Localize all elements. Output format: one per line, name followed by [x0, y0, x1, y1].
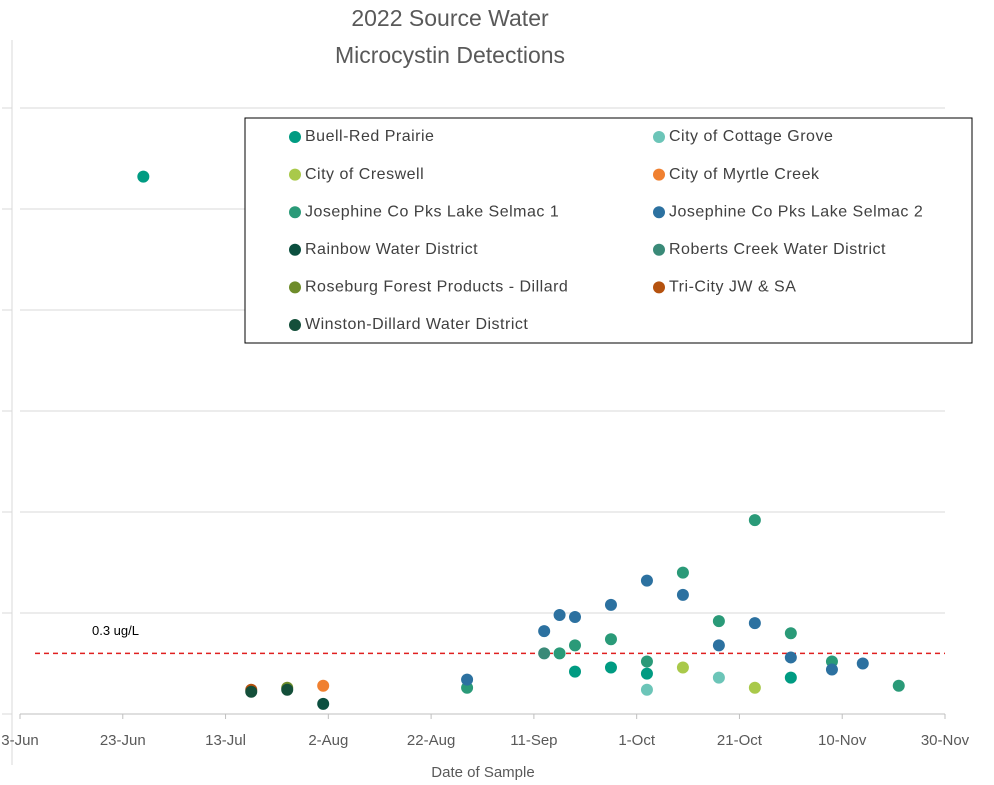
legend-marker [289, 243, 301, 256]
legend-label: Josephine Co Pks Lake Selmac 1 [305, 203, 559, 220]
data-point [712, 671, 725, 684]
legend-marker [653, 168, 665, 181]
legend-marker [653, 131, 665, 143]
legend-label: Roberts Creek Water District [669, 241, 886, 258]
data-point [856, 657, 869, 670]
data-point [604, 633, 617, 646]
chart-title: Microcystin Detections [335, 42, 565, 68]
x-tick-label: 30-Nov [921, 732, 970, 749]
data-point [569, 665, 581, 678]
data-point [569, 639, 581, 652]
data-point [784, 671, 797, 684]
data-point [676, 588, 689, 601]
data-point [137, 170, 150, 183]
legend-label: City of Myrtle Creek [669, 166, 820, 183]
data-point [676, 566, 689, 579]
data-point [676, 661, 689, 674]
x-tick-label: 3-Jun [1, 732, 39, 749]
data-point [892, 679, 905, 692]
legend [244, 117, 973, 344]
x-tick-label: 1-Oct [618, 732, 656, 749]
data-point [825, 663, 838, 676]
data-point [640, 667, 653, 680]
data-point [712, 639, 725, 652]
data-point [538, 647, 551, 660]
data-point [569, 611, 581, 624]
data-point [784, 651, 797, 664]
data-point [553, 609, 566, 622]
x-tick-label: 2-Aug [308, 732, 348, 749]
data-point [640, 683, 653, 696]
data-point [317, 679, 330, 692]
legend-label: City of Creswell [305, 166, 424, 183]
legend-marker [289, 281, 301, 294]
data-point [553, 647, 566, 660]
x-tick-label: 13-Jul [205, 732, 246, 749]
data-point [748, 681, 761, 694]
data-point [784, 627, 797, 640]
x-tick-label: 10-Nov [818, 732, 867, 749]
data-point [245, 685, 258, 698]
legend-label: Roseburg Forest Products - Dillard [305, 279, 568, 296]
data-point [461, 673, 474, 686]
legend-marker [289, 206, 301, 219]
legend-label: City of Cottage Grove [669, 128, 833, 145]
chart-title: 2022 Source Water [351, 5, 549, 31]
data-point [712, 615, 725, 628]
data-point [281, 683, 294, 696]
x-axis-label: Date of Sample [431, 764, 534, 781]
legend-marker [653, 243, 665, 256]
legend-label: Tri-City JW & SA [669, 279, 796, 296]
legend-marker [653, 281, 665, 294]
data-point [604, 661, 617, 674]
legend-label: Buell-Red Prairie [305, 128, 434, 145]
data-point [640, 655, 653, 668]
x-tick-label: 22-Aug [407, 732, 455, 749]
legend-marker [289, 131, 301, 143]
data-point [640, 574, 653, 587]
x-tick-label: 11-Sep [510, 732, 557, 749]
data-point [748, 514, 761, 527]
x-tick-label: 23-Jun [100, 732, 146, 749]
legend-marker [653, 206, 665, 219]
data-point [604, 598, 617, 611]
legend-label: Rainbow Water District [305, 241, 478, 258]
data-point [538, 625, 551, 638]
legend-label: Josephine Co Pks Lake Selmac 2 [669, 203, 923, 220]
legend-marker [289, 319, 301, 331]
legend-label: Winston-Dillard Water District [305, 316, 528, 333]
x-tick-label: 21-Oct [717, 732, 763, 749]
legend-marker [289, 168, 301, 181]
threshold-label: 0.3 ug/L [92, 623, 139, 638]
data-point [317, 697, 330, 710]
data-point [748, 617, 761, 630]
